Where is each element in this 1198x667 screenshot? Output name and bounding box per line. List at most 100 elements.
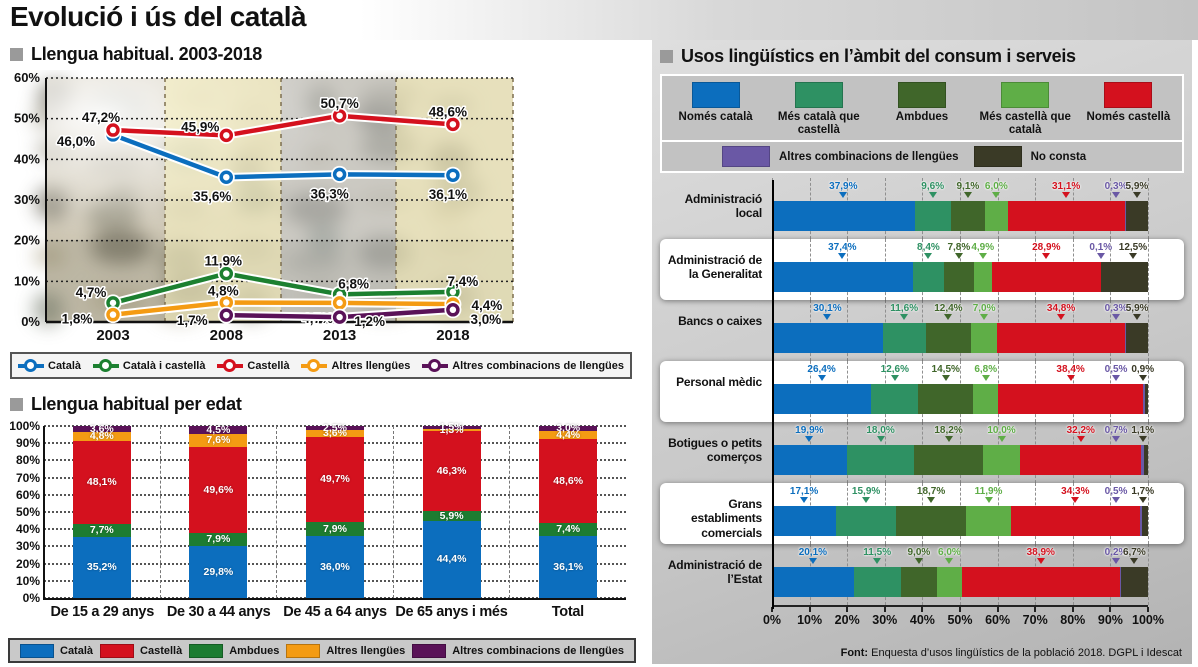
usage-legend-label: Més català que castellà — [777, 111, 860, 136]
usage-chart-legend: Només català Més català que castellà Ambdu… — [660, 74, 1184, 174]
bar-segment — [772, 262, 913, 292]
y-tick-label: 20% — [14, 233, 40, 248]
legend-swatch-icon — [286, 643, 321, 658]
data-point — [446, 117, 460, 132]
label-pointer-icon — [876, 436, 885, 442]
label-pointer-icon — [914, 558, 923, 564]
data-point-label: 7,4% — [448, 274, 479, 289]
category-row: Administració de la Generalitat 37,4% 8,4%… — [660, 239, 1184, 300]
bar-area: 20,1% 11,5% 9,0% 6,0% 38,9% 0,2% 6,7% — [772, 544, 1149, 605]
data-point — [219, 128, 234, 143]
category-label: Total — [551, 604, 584, 620]
bar-segment-label: 20,1% — [798, 547, 828, 558]
data-point-label: 1,2% — [354, 314, 385, 329]
x-tick-label: 2018 — [436, 327, 469, 344]
section-heading-habitual-text: Llengua habitual. 2003-2018 — [31, 44, 262, 64]
x-tick-label: 30% — [872, 613, 898, 627]
y-axis — [43, 426, 45, 600]
bar-area: 26,4% 12,6% 14,5% 6,8% 38,4% 0,5% 0,9% — [772, 361, 1154, 422]
bar-segment-label: 28,9% — [1032, 242, 1061, 253]
bar-segment-label: 9,6% — [921, 181, 945, 192]
bar-segment — [772, 567, 854, 597]
bar-area: 19,9% 18,0% 18,2% 10,0% 32,2% 0,7% 1,1% — [772, 422, 1154, 483]
x-tick-label: 0% — [762, 613, 782, 627]
line-legend-item: Català i castellà — [92, 359, 205, 372]
stacked-bar — [772, 445, 1148, 475]
y-tick-label: 90% — [15, 436, 40, 451]
x-tick-label: 2008 — [210, 327, 243, 344]
label-pointer-icon — [817, 375, 826, 381]
heading-square-icon — [660, 50, 673, 63]
bar-segment: 1,5% — [422, 422, 481, 432]
h-gridline — [44, 425, 626, 427]
bar-segment: 7,9% — [305, 522, 364, 536]
y-tick-label: 100% — [9, 419, 40, 433]
bar-segment — [914, 201, 951, 231]
category-label: De 65 anys i més — [395, 604, 508, 620]
line-legend-item: Altres combinacions de llengües — [422, 359, 624, 372]
line-series-marker-icon — [18, 359, 44, 372]
label-pointer-icon — [1130, 558, 1139, 564]
bar-segment — [1007, 201, 1125, 231]
bar-segment: 7,7% — [72, 523, 131, 538]
legend-swatch-icon — [973, 146, 1022, 168]
bar-segment-label: 38,9% — [1026, 547, 1055, 558]
category-row: Administració local 37,9% 9,6% 9,1% 6,0% 31,1… — [660, 178, 1184, 239]
data-point — [332, 109, 347, 123]
bar-segment-label: 9,1% — [956, 181, 980, 192]
bar-segment-label: 18,2% — [934, 425, 963, 436]
bar-segment: 49,6% — [189, 446, 248, 533]
bar-segment: 3,6% — [305, 428, 364, 438]
usage-legend-item: Només català — [664, 82, 767, 136]
bar-segment-label: 7,0% — [972, 303, 996, 314]
label-pointer-icon — [823, 314, 832, 320]
bar-segment: 4,8% — [72, 431, 131, 441]
age-legend-item: Català — [20, 643, 93, 658]
usage-bar-chart: Administració local 37,9% 9,6% 9,1% 6,0% 31,1… — [660, 178, 1184, 631]
usage-legend-item: Més català que castellà — [767, 82, 870, 136]
y-tick-label: 10% — [14, 273, 40, 288]
x-tick — [808, 607, 811, 612]
stacked-bar: 44,4% 5,9% 46,3% 1,3% 1,5% — [422, 422, 481, 598]
label-pointer-icon — [1076, 436, 1085, 442]
x-tick-label: 90% — [1097, 613, 1123, 627]
bar-segment — [1126, 323, 1148, 353]
usage-legend-label: Només castellà — [1086, 111, 1171, 123]
x-tick — [846, 607, 849, 612]
bar-segment-label: 29,8% — [203, 565, 234, 578]
bar-segment-label: 19,9% — [795, 425, 824, 436]
category-row: Grans establiments comercials 17,1% 15,9% 1… — [660, 483, 1184, 544]
bar-segment-label: 6,7% — [1122, 547, 1146, 558]
line-chart-legend: Català Català i castellà Castellà Altres ll… — [10, 352, 632, 379]
bar-segment — [772, 323, 883, 353]
bar-segment — [961, 567, 1120, 597]
bar-segment — [836, 506, 896, 536]
bar-segment — [944, 262, 974, 292]
age-legend-item: Ambdues — [189, 643, 280, 658]
stacked-bar — [772, 567, 1148, 597]
data-point — [106, 307, 120, 322]
bar-segment-label: 34,8% — [1046, 303, 1076, 314]
v-gridline — [1148, 544, 1149, 605]
label-pointer-icon — [808, 558, 817, 564]
bar-area: 30,1% 11,6% 12,4% 7,0% 34,8% 0,3% 5,9% — [772, 300, 1149, 361]
y-tick-label: 0% — [22, 591, 40, 605]
bar-segment — [925, 323, 972, 353]
bar-segment-label: 12,4% — [934, 303, 963, 314]
label-pointer-icon — [954, 253, 963, 259]
data-point-label: 36,1% — [429, 187, 467, 202]
x-tick-label: 20% — [834, 613, 860, 627]
line-legend-item: Castellà — [217, 359, 290, 372]
label-pointer-icon — [890, 375, 899, 381]
bar-segment-label: 38,4% — [1056, 364, 1085, 375]
category-labels: De 15 a 29 anys De 30 a 44 anys De 45 a 64… — [44, 604, 626, 626]
stacked-bar: 36,0% 7,9% 49,7% 3,6% 2,5% — [305, 423, 364, 598]
bar-column-slot: 35,2% 7,7% 48,1% 4,8% 3,6% — [44, 424, 160, 598]
x-tick — [959, 607, 961, 612]
bar-segment-label: 11,5% — [863, 547, 892, 558]
usage-legend-item: Ambdues — [870, 82, 973, 136]
age-legend-label: Ambdues — [229, 644, 280, 657]
data-point-label: 36,3% — [310, 186, 348, 201]
label-pointer-icon — [944, 314, 953, 320]
usage-legend-item: Més castellà que català — [974, 82, 1077, 136]
